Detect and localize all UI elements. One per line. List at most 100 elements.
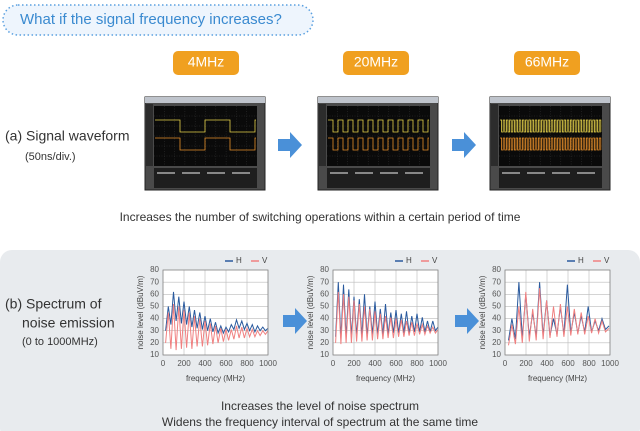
y-axis-label: noise level (dBuV/m) xyxy=(478,275,487,349)
x-tick-label: 200 xyxy=(347,359,361,368)
y-tick-label: 50 xyxy=(150,302,159,311)
scope-readout-item xyxy=(552,172,570,174)
row-caption: Increases the level of noise spectrum xyxy=(221,399,419,413)
scope-readout-item xyxy=(232,172,250,174)
freq-pill xyxy=(173,51,239,75)
x-tick-label: 200 xyxy=(519,359,533,368)
arrow xyxy=(283,308,307,334)
row-caption: Widens the frequency interval of spectru… xyxy=(162,415,478,429)
series-line xyxy=(335,291,439,345)
scope-readout-item xyxy=(405,172,423,174)
header-pill xyxy=(2,4,314,36)
x-tick-label: 600 xyxy=(389,359,403,368)
x-axis-label: frequency (MHz) xyxy=(528,374,587,383)
scope-readout-item xyxy=(502,172,520,174)
y-tick-label: 30 xyxy=(150,326,159,335)
scope-menu xyxy=(490,97,610,103)
plot-area xyxy=(333,270,438,355)
scope-trace xyxy=(328,137,429,151)
x-tick-label: 800 xyxy=(240,359,254,368)
y-tick-label: 10 xyxy=(150,350,159,359)
freq-label: 66MHz xyxy=(525,54,569,70)
scope-readout-item xyxy=(330,172,348,174)
scope-menu xyxy=(318,97,438,103)
scope-readout-item xyxy=(207,172,225,174)
y-tick-label: 80 xyxy=(492,265,501,274)
row-sublabel: (0 to 1000MHz) xyxy=(22,336,98,348)
scope-trace xyxy=(155,137,256,151)
legend-label: H xyxy=(406,256,412,265)
scope-side xyxy=(146,104,153,166)
x-tick-label: 800 xyxy=(582,359,596,368)
legend-label: H xyxy=(236,256,242,265)
scope-trace xyxy=(328,119,429,133)
plot-border xyxy=(504,269,611,356)
row-caption: Increases the number of switching operat… xyxy=(120,210,521,224)
x-tick-label: 600 xyxy=(561,359,575,368)
x-tick-label: 400 xyxy=(368,359,382,368)
plot-border xyxy=(162,269,269,356)
spectrum-panel xyxy=(0,250,640,431)
x-tick-label: 1000 xyxy=(601,359,619,368)
y-tick-label: 60 xyxy=(150,289,159,298)
scope-menu xyxy=(145,97,265,103)
y-tick-label: 30 xyxy=(492,326,501,335)
legend-label: V xyxy=(432,256,438,265)
series-line xyxy=(508,288,610,346)
scope-readout xyxy=(327,168,430,188)
freq-pill xyxy=(343,51,409,75)
scope-readout-item xyxy=(577,172,595,174)
oscilloscopes xyxy=(144,96,611,191)
legend-label: H xyxy=(578,256,584,265)
row-sublabel: (50ns/div.) xyxy=(25,151,76,163)
y-axis-label: noise level (dBuV/m) xyxy=(136,275,145,349)
y-tick-label: 80 xyxy=(150,265,159,274)
freq-pill xyxy=(514,51,580,75)
y-tick-label: 10 xyxy=(320,350,329,359)
x-tick-label: 400 xyxy=(198,359,212,368)
scope-readout-item xyxy=(527,172,545,174)
scope-readout-item xyxy=(157,172,175,174)
scope-trace xyxy=(500,119,602,133)
x-axis-label: frequency (MHz) xyxy=(186,374,245,383)
scope-readout-item xyxy=(182,172,200,174)
scope-readout xyxy=(499,168,602,188)
y-tick-label: 20 xyxy=(492,338,501,347)
scope-readout-item xyxy=(355,172,373,174)
y-tick-label: 70 xyxy=(150,277,159,286)
legend-label: V xyxy=(604,256,610,265)
freq-label: 4MHz xyxy=(188,54,225,70)
scope-trace xyxy=(500,137,602,151)
x-tick-label: 400 xyxy=(540,359,554,368)
row-label: noise emission xyxy=(22,315,115,331)
x-tick-label: 0 xyxy=(503,359,508,368)
x-tick-label: 0 xyxy=(331,359,336,368)
arrow xyxy=(452,132,476,158)
header-title: What if the signal frequency increases? xyxy=(20,11,282,28)
y-tick-label: 80 xyxy=(320,265,329,274)
y-tick-label: 60 xyxy=(320,289,329,298)
y-axis-label: noise level (dBuV/m) xyxy=(306,275,315,349)
scope-trace xyxy=(155,119,256,133)
scope-readout xyxy=(154,168,257,188)
scope-side xyxy=(491,104,498,166)
legend-label: V xyxy=(262,256,268,265)
freq-label: 20MHz xyxy=(354,54,398,70)
series-line xyxy=(165,303,269,351)
x-tick-label: 0 xyxy=(161,359,166,368)
x-tick-label: 800 xyxy=(410,359,424,368)
y-tick-label: 70 xyxy=(320,277,329,286)
y-tick-label: 50 xyxy=(320,302,329,311)
y-tick-label: 70 xyxy=(492,277,501,286)
plot-border xyxy=(332,269,439,356)
y-tick-label: 40 xyxy=(150,314,159,323)
row-label: (b) Spectrum of xyxy=(5,296,102,312)
y-tick-label: 50 xyxy=(492,302,501,311)
scope-side xyxy=(319,104,326,166)
y-tick-label: 30 xyxy=(320,326,329,335)
y-tick-label: 60 xyxy=(492,289,501,298)
